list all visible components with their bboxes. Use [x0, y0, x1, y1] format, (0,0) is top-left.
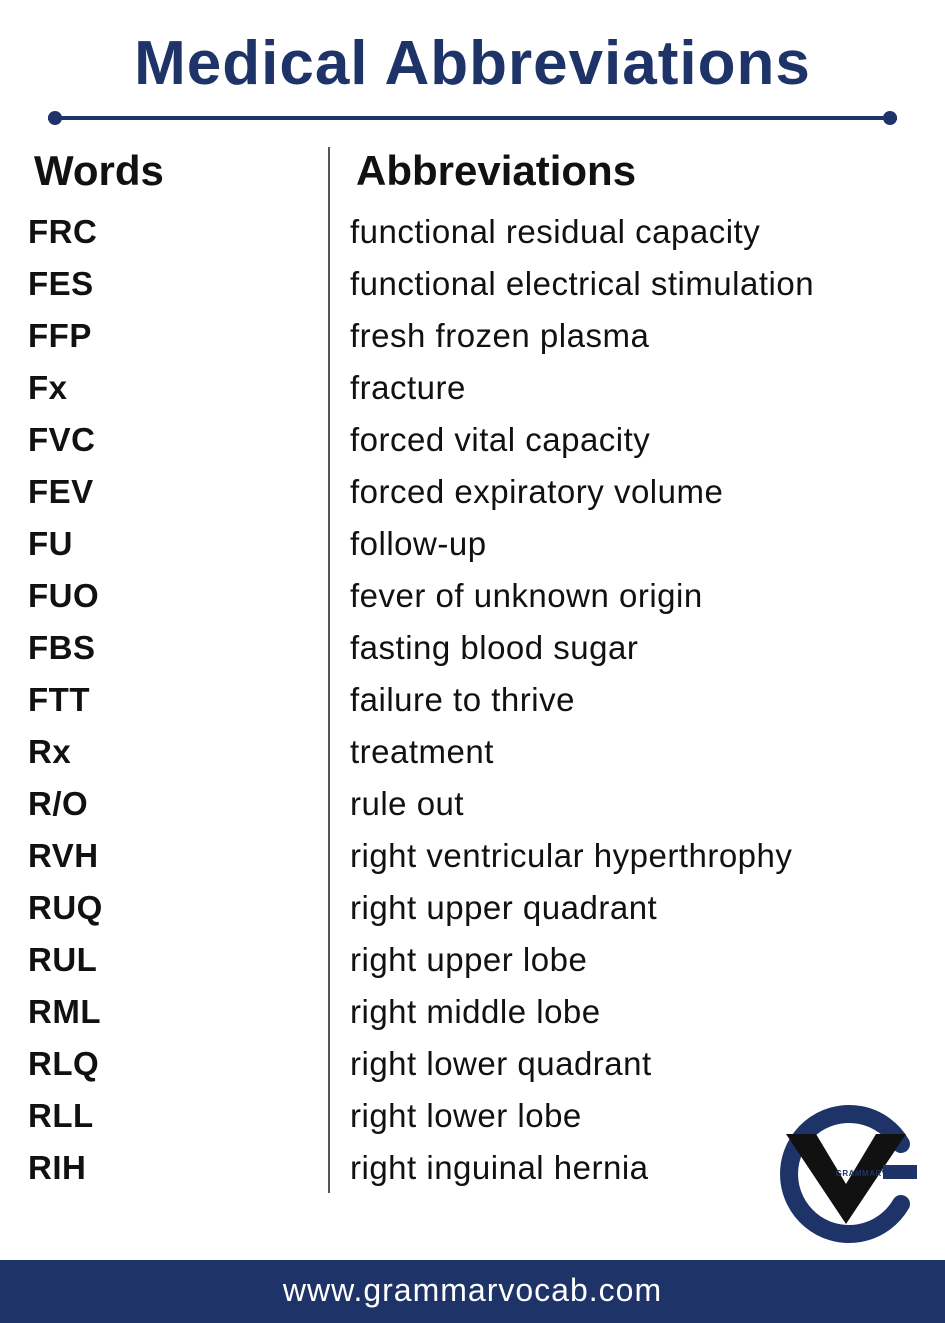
table: Words FRCFESFFPFxFVCFEVFUFUOFBSFTTRxR/OR… — [0, 147, 945, 1193]
word-cell: Rx — [28, 725, 328, 777]
underline-dot-right — [883, 111, 897, 125]
abbr-cell: right ventricular hyperthrophy — [350, 829, 925, 881]
page-title: Medical Abbreviations — [0, 0, 945, 111]
abbr-cell: fasting blood sugar — [350, 621, 925, 673]
abbr-cell: fever of unknown origin — [350, 569, 925, 621]
abbr-cell: failure to thrive — [350, 673, 925, 725]
word-cell: RVH — [28, 829, 328, 881]
word-cell: R/O — [28, 777, 328, 829]
abbr-cell: functional residual capacity — [350, 205, 925, 257]
abbreviations-header: Abbreviations — [350, 147, 925, 195]
underline-line — [48, 116, 897, 120]
word-cell: FES — [28, 257, 328, 309]
abbr-cell: rule out — [350, 777, 925, 829]
brand-logo: GRAMMARVOCAB — [771, 1099, 921, 1249]
abbreviations-column: Abbreviations functional residual capaci… — [328, 147, 925, 1193]
word-cell: RUL — [28, 933, 328, 985]
words-header: Words — [28, 147, 328, 195]
abbr-cell: forced vital capacity — [350, 413, 925, 465]
word-cell: RIH — [28, 1141, 328, 1193]
abbr-cell: right lower quadrant — [350, 1037, 925, 1089]
word-cell: FBS — [28, 621, 328, 673]
word-cell: FTT — [28, 673, 328, 725]
abbr-cell: forced expiratory volume — [350, 465, 925, 517]
word-cell: RML — [28, 985, 328, 1037]
word-cell: FEV — [28, 465, 328, 517]
words-column: Words FRCFESFFPFxFVCFEVFUFUOFBSFTTRxR/OR… — [28, 147, 328, 1193]
word-cell: RUQ — [28, 881, 328, 933]
logo-label: GRAMMARVOCAB — [836, 1169, 913, 1178]
abbr-cell: fresh frozen plasma — [350, 309, 925, 361]
word-cell: Fx — [28, 361, 328, 413]
title-underline — [48, 111, 897, 125]
word-cell: RLQ — [28, 1037, 328, 1089]
word-cell: RLL — [28, 1089, 328, 1141]
word-cell: FVC — [28, 413, 328, 465]
abbr-cell: fracture — [350, 361, 925, 413]
abbr-cell: right upper lobe — [350, 933, 925, 985]
abbr-cell: right upper quadrant — [350, 881, 925, 933]
word-cell: FRC — [28, 205, 328, 257]
underline-dot-left — [48, 111, 62, 125]
word-cell: FU — [28, 517, 328, 569]
abbr-cell: right middle lobe — [350, 985, 925, 1037]
word-cell: FUO — [28, 569, 328, 621]
abbr-cell: follow-up — [350, 517, 925, 569]
abbr-cell: functional electrical stimulation — [350, 257, 925, 309]
footer-url: www.grammarvocab.com — [0, 1260, 945, 1323]
word-cell: FFP — [28, 309, 328, 361]
abbr-cell: treatment — [350, 725, 925, 777]
